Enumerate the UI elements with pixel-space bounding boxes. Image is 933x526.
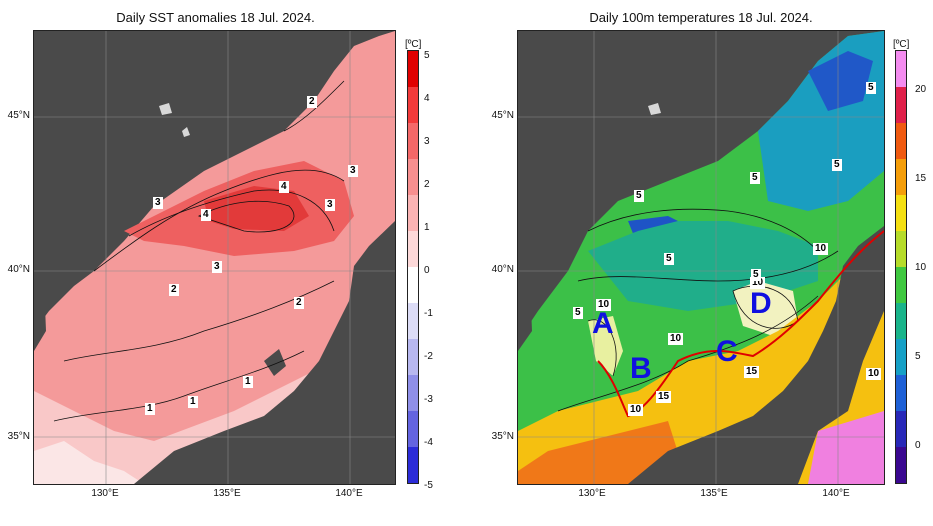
colorbar-tick-label: -2 bbox=[424, 351, 433, 362]
left-contour-label: 2 bbox=[169, 284, 179, 296]
colorbar-tick-label: 0 bbox=[915, 440, 921, 451]
right-contour-label: 10 bbox=[668, 333, 684, 345]
island-1 bbox=[648, 103, 661, 115]
right-lon-label-140: 140°E bbox=[822, 488, 850, 499]
zone-label-d: D bbox=[750, 287, 772, 320]
colorbar-tick-label: -5 bbox=[424, 480, 433, 491]
colorbar-tick-label: 20 bbox=[915, 84, 927, 95]
right-contour-label: 10 bbox=[628, 404, 644, 416]
zone-label-c: C bbox=[716, 335, 738, 368]
colorbar-tick-label: 5 bbox=[424, 50, 430, 61]
colorbar-tick-label: -1 bbox=[424, 308, 433, 319]
right-lon-label-130: 130°E bbox=[578, 488, 606, 499]
warm-zone-a bbox=[588, 316, 623, 376]
temperature-colorbar bbox=[895, 50, 907, 484]
japan-land bbox=[628, 226, 884, 484]
colorbar-tick-label: 5 bbox=[915, 351, 921, 362]
colorbar-tick-label: 2 bbox=[424, 179, 430, 190]
island-2 bbox=[182, 127, 190, 137]
left-lat-label-35: 35°N bbox=[7, 431, 30, 442]
left-lat-label-45: 45°N bbox=[7, 110, 30, 121]
right-contour-label: 5 bbox=[750, 172, 760, 184]
island-1 bbox=[159, 103, 172, 115]
colorbar-tick-label: -4 bbox=[424, 437, 433, 448]
left-contour-label: 1 bbox=[145, 403, 155, 415]
zone-label-b: B bbox=[630, 352, 652, 385]
right-colorbar-unit: [ºC] bbox=[893, 39, 910, 50]
colorbar-tick-label: 1 bbox=[424, 222, 430, 233]
left-contour-label: 3 bbox=[212, 261, 222, 273]
left-contour-label: 1 bbox=[243, 376, 253, 388]
korea-land bbox=[518, 281, 532, 351]
left-contour-label: 4 bbox=[279, 181, 289, 193]
colorbar-tick-label: 15 bbox=[915, 173, 927, 184]
left-lon-label-130: 130°E bbox=[91, 488, 119, 499]
colorbar-tick-label: 0 bbox=[424, 265, 430, 276]
red-isotherm bbox=[597, 230, 884, 418]
noto-land bbox=[264, 349, 286, 376]
left-contour-label: 1 bbox=[188, 396, 198, 408]
zone-label-a: A bbox=[592, 307, 614, 340]
left-contour-label: 3 bbox=[348, 165, 358, 177]
right-contour-label: 5 bbox=[751, 269, 761, 281]
left-lat-label-40: 40°N bbox=[7, 264, 30, 275]
right-lat-label-35: 35°N bbox=[491, 431, 514, 442]
right-contour-label: 5 bbox=[832, 159, 842, 171]
left-panel-title: Daily SST anomalies 18 Jul. 2024. bbox=[116, 10, 315, 25]
right-contour-label: 10 bbox=[596, 299, 612, 311]
colorbar-tick-label: 3 bbox=[424, 136, 430, 147]
cold-core bbox=[808, 51, 873, 111]
left-contour-label: 4 bbox=[201, 209, 211, 221]
very-hot-southeast bbox=[808, 411, 884, 484]
left-contour-label: 3 bbox=[153, 197, 163, 209]
right-panel-title: Daily 100m temperatures 18 Jul. 2024. bbox=[589, 10, 813, 25]
left-lon-label-135: 135°E bbox=[213, 488, 241, 499]
sst-anomaly-colorbar bbox=[407, 50, 419, 484]
left-contour-label: 2 bbox=[294, 297, 304, 309]
left-lon-label-140: 140°E bbox=[335, 488, 363, 499]
right-grid bbox=[518, 31, 884, 484]
right-contour-label: 5 bbox=[664, 253, 674, 265]
near-zero-area bbox=[34, 441, 144, 484]
left-contour-label: 2 bbox=[307, 96, 317, 108]
left-contours bbox=[53, 80, 345, 422]
korea-land bbox=[34, 281, 46, 351]
japan-land bbox=[134, 221, 395, 484]
right-contour-label: 5 bbox=[634, 190, 644, 202]
right-contour-label: 5 bbox=[866, 82, 876, 94]
colorbar-tick-label: 10 bbox=[915, 262, 927, 273]
right-lat-label-40: 40°N bbox=[491, 264, 514, 275]
right-contour-label: 10 bbox=[866, 368, 882, 380]
right-contour-label: 15 bbox=[656, 391, 672, 403]
left-contour-label: 3 bbox=[325, 199, 335, 211]
right-contour-label: 10 bbox=[813, 243, 829, 255]
colorbar-tick-label: 4 bbox=[424, 93, 430, 104]
right-lat-label-45: 45°N bbox=[491, 110, 514, 121]
right-lon-label-135: 135°E bbox=[700, 488, 728, 499]
left-colorbar-unit: [ºC] bbox=[405, 39, 422, 50]
right-contour-label: 5 bbox=[573, 307, 583, 319]
anomaly-peak bbox=[204, 186, 309, 231]
right-contour-label: 15 bbox=[744, 366, 760, 378]
sst-anomaly-map bbox=[33, 30, 396, 485]
colorbar-tick-label: -3 bbox=[424, 394, 433, 405]
sea-area bbox=[34, 31, 395, 484]
temperature-100m-map bbox=[517, 30, 885, 485]
